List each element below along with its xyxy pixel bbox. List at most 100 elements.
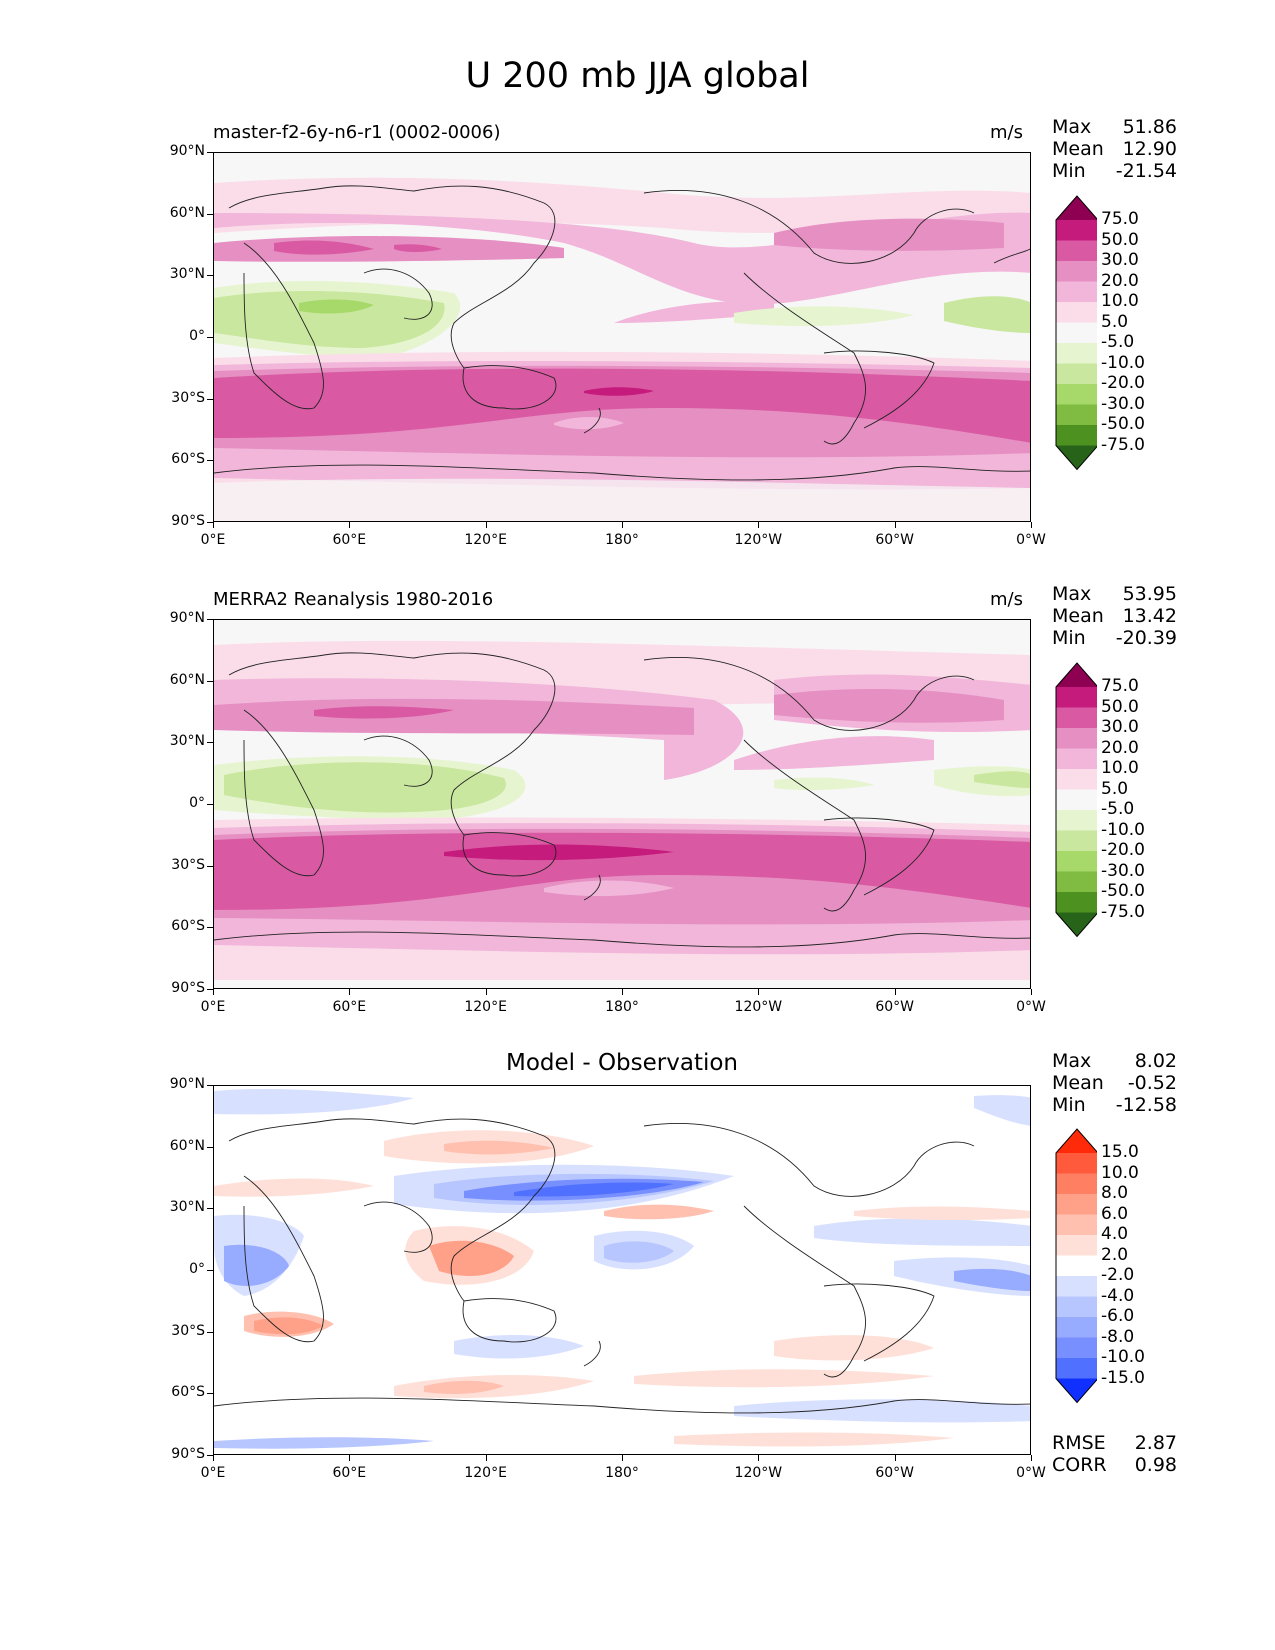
x-tick-label: 60°E xyxy=(332,1465,367,1481)
x-tick-mark xyxy=(349,522,351,528)
figure-title: U 200 mb JJA global xyxy=(465,56,810,96)
colorbar-extend-bottom xyxy=(1056,445,1097,470)
colorbar-bin xyxy=(1056,281,1097,303)
y-tick-mark xyxy=(207,1455,213,1456)
colorbar-tick-label: -5.0 xyxy=(1101,332,1135,352)
y-tick-mark xyxy=(207,1085,213,1086)
panel-3-metrics: RMSE 2.87 CORR 0.98 xyxy=(1052,1432,1177,1476)
x-tick-mark xyxy=(1031,989,1032,995)
colorbar-tick-label: -10.0 xyxy=(1101,352,1145,373)
stat-row-mean: Mean -0.52 xyxy=(1052,1072,1177,1094)
colorbar-tick-label: 15.0 xyxy=(1101,1142,1139,1162)
colorbar-bin xyxy=(1056,728,1097,749)
x-tick-label: 0°E xyxy=(200,532,226,548)
colorbar-tick-label: 75.0 xyxy=(1101,209,1139,229)
y-tick-label: 0° xyxy=(189,795,205,811)
y-tick-mark xyxy=(207,1208,213,1210)
metric-row-corr: CORR 0.98 xyxy=(1052,1454,1177,1476)
panel-2-map xyxy=(213,619,1031,989)
colorbar-bin xyxy=(1056,322,1097,344)
y-tick-mark xyxy=(207,337,213,338)
colorbar-tick-label: 6.0 xyxy=(1101,1203,1129,1224)
colorbar-extend-bottom xyxy=(1056,1378,1097,1403)
x-tick-label: 180° xyxy=(605,999,639,1015)
panel-2-left-title: MERRA2 Reanalysis 1980-2016 xyxy=(213,589,494,610)
x-tick-mark xyxy=(1031,1455,1032,1461)
y-tick-label: 0° xyxy=(189,328,205,344)
x-tick-label: 180° xyxy=(605,532,639,548)
colorbar-tick-label: 20.0 xyxy=(1101,270,1139,291)
colorbar xyxy=(1055,195,1097,471)
x-tick-mark xyxy=(485,989,487,995)
y-tick-label: 60°S xyxy=(171,918,205,935)
panel-1-stats: Max 51.86 Mean 12.90 Min -21.54 xyxy=(1052,116,1177,182)
x-tick-mark xyxy=(213,989,214,995)
x-tick-label: 0°E xyxy=(200,1465,226,1481)
x-tick-mark xyxy=(485,522,487,528)
y-tick-label: 60°S xyxy=(171,1384,205,1401)
x-tick-mark xyxy=(213,522,214,528)
colorbar-bin xyxy=(1056,851,1097,872)
colorbar-extend-bottom xyxy=(1056,912,1097,937)
colorbar-bin xyxy=(1056,363,1097,385)
colorbar-bin xyxy=(1056,1235,1097,1256)
colorbar-bin xyxy=(1056,871,1097,893)
colorbar-tick-label: -2.0 xyxy=(1101,1265,1135,1285)
colorbar-bin xyxy=(1056,1296,1097,1318)
colorbar-bin xyxy=(1056,1194,1097,1215)
y-tick-label: 60°S xyxy=(171,451,205,468)
y-tick-label: 90°S xyxy=(171,1446,205,1462)
colorbar-bin xyxy=(1056,789,1097,811)
y-tick-mark xyxy=(207,927,213,929)
stat-row-min: Min -21.54 xyxy=(1052,160,1177,182)
colorbar-bin xyxy=(1056,810,1097,831)
colorbar-tick-label: 10.0 xyxy=(1101,291,1139,311)
colorbar-extend-top xyxy=(1056,196,1097,220)
x-tick-label: 60°W xyxy=(875,532,914,548)
panel-2-units: m/s xyxy=(990,589,1023,610)
colorbar-tick-label: 4.0 xyxy=(1101,1224,1129,1244)
y-tick-label: 90°S xyxy=(171,513,205,529)
y-tick-mark xyxy=(207,804,213,805)
y-tick-mark xyxy=(207,680,213,682)
colorbar-bin xyxy=(1056,748,1097,770)
colorbar-tick-label: 20.0 xyxy=(1101,737,1139,758)
x-tick-label: 0°E xyxy=(200,999,226,1015)
colorbar-outline xyxy=(1055,662,1097,938)
colorbar-tick-label: 10.0 xyxy=(1101,1162,1139,1183)
stat-row-mean: Mean 13.42 xyxy=(1052,605,1177,627)
colorbar-bin xyxy=(1056,343,1097,364)
x-tick-label: 60°E xyxy=(332,999,367,1015)
x-tick-mark xyxy=(349,989,351,995)
y-tick-mark xyxy=(207,1270,213,1271)
y-tick-label: 30°N xyxy=(169,733,205,750)
y-tick-label: 60°N xyxy=(169,671,205,688)
x-tick-mark xyxy=(622,522,623,528)
colorbar-tick-label: -30.0 xyxy=(1101,393,1145,414)
x-tick-mark xyxy=(622,989,623,995)
colorbar-bin xyxy=(1056,1173,1097,1195)
stat-row-max: Max 8.02 xyxy=(1052,1050,1177,1072)
panel-1-units: m/s xyxy=(990,122,1023,143)
y-tick-mark xyxy=(207,213,213,215)
colorbar-tick-label: 10.0 xyxy=(1101,758,1139,778)
x-tick-label: 0°W xyxy=(1016,999,1046,1015)
stat-row-min: Min -20.39 xyxy=(1052,627,1177,649)
colorbar-outline xyxy=(1055,195,1097,471)
colorbar-tick-label: -75.0 xyxy=(1101,901,1145,922)
x-tick-label: 120°W xyxy=(734,1465,783,1481)
x-tick-label: 60°E xyxy=(332,532,367,548)
x-tick-mark xyxy=(1031,522,1032,528)
y-tick-label: 90°S xyxy=(171,980,205,996)
y-tick-mark xyxy=(207,989,213,990)
colorbar-tick-label: 50.0 xyxy=(1101,229,1139,250)
colorbar-bin xyxy=(1056,261,1097,282)
y-tick-mark xyxy=(207,460,213,462)
colorbar-tick-label: 30.0 xyxy=(1101,250,1139,270)
colorbar-bin xyxy=(1056,404,1097,426)
y-tick-mark xyxy=(207,522,213,523)
colorbar-tick-label: -50.0 xyxy=(1101,414,1145,434)
y-tick-mark xyxy=(207,1146,213,1148)
x-tick-mark xyxy=(349,1455,351,1461)
colorbar-tick-label: -6.0 xyxy=(1101,1306,1135,1326)
